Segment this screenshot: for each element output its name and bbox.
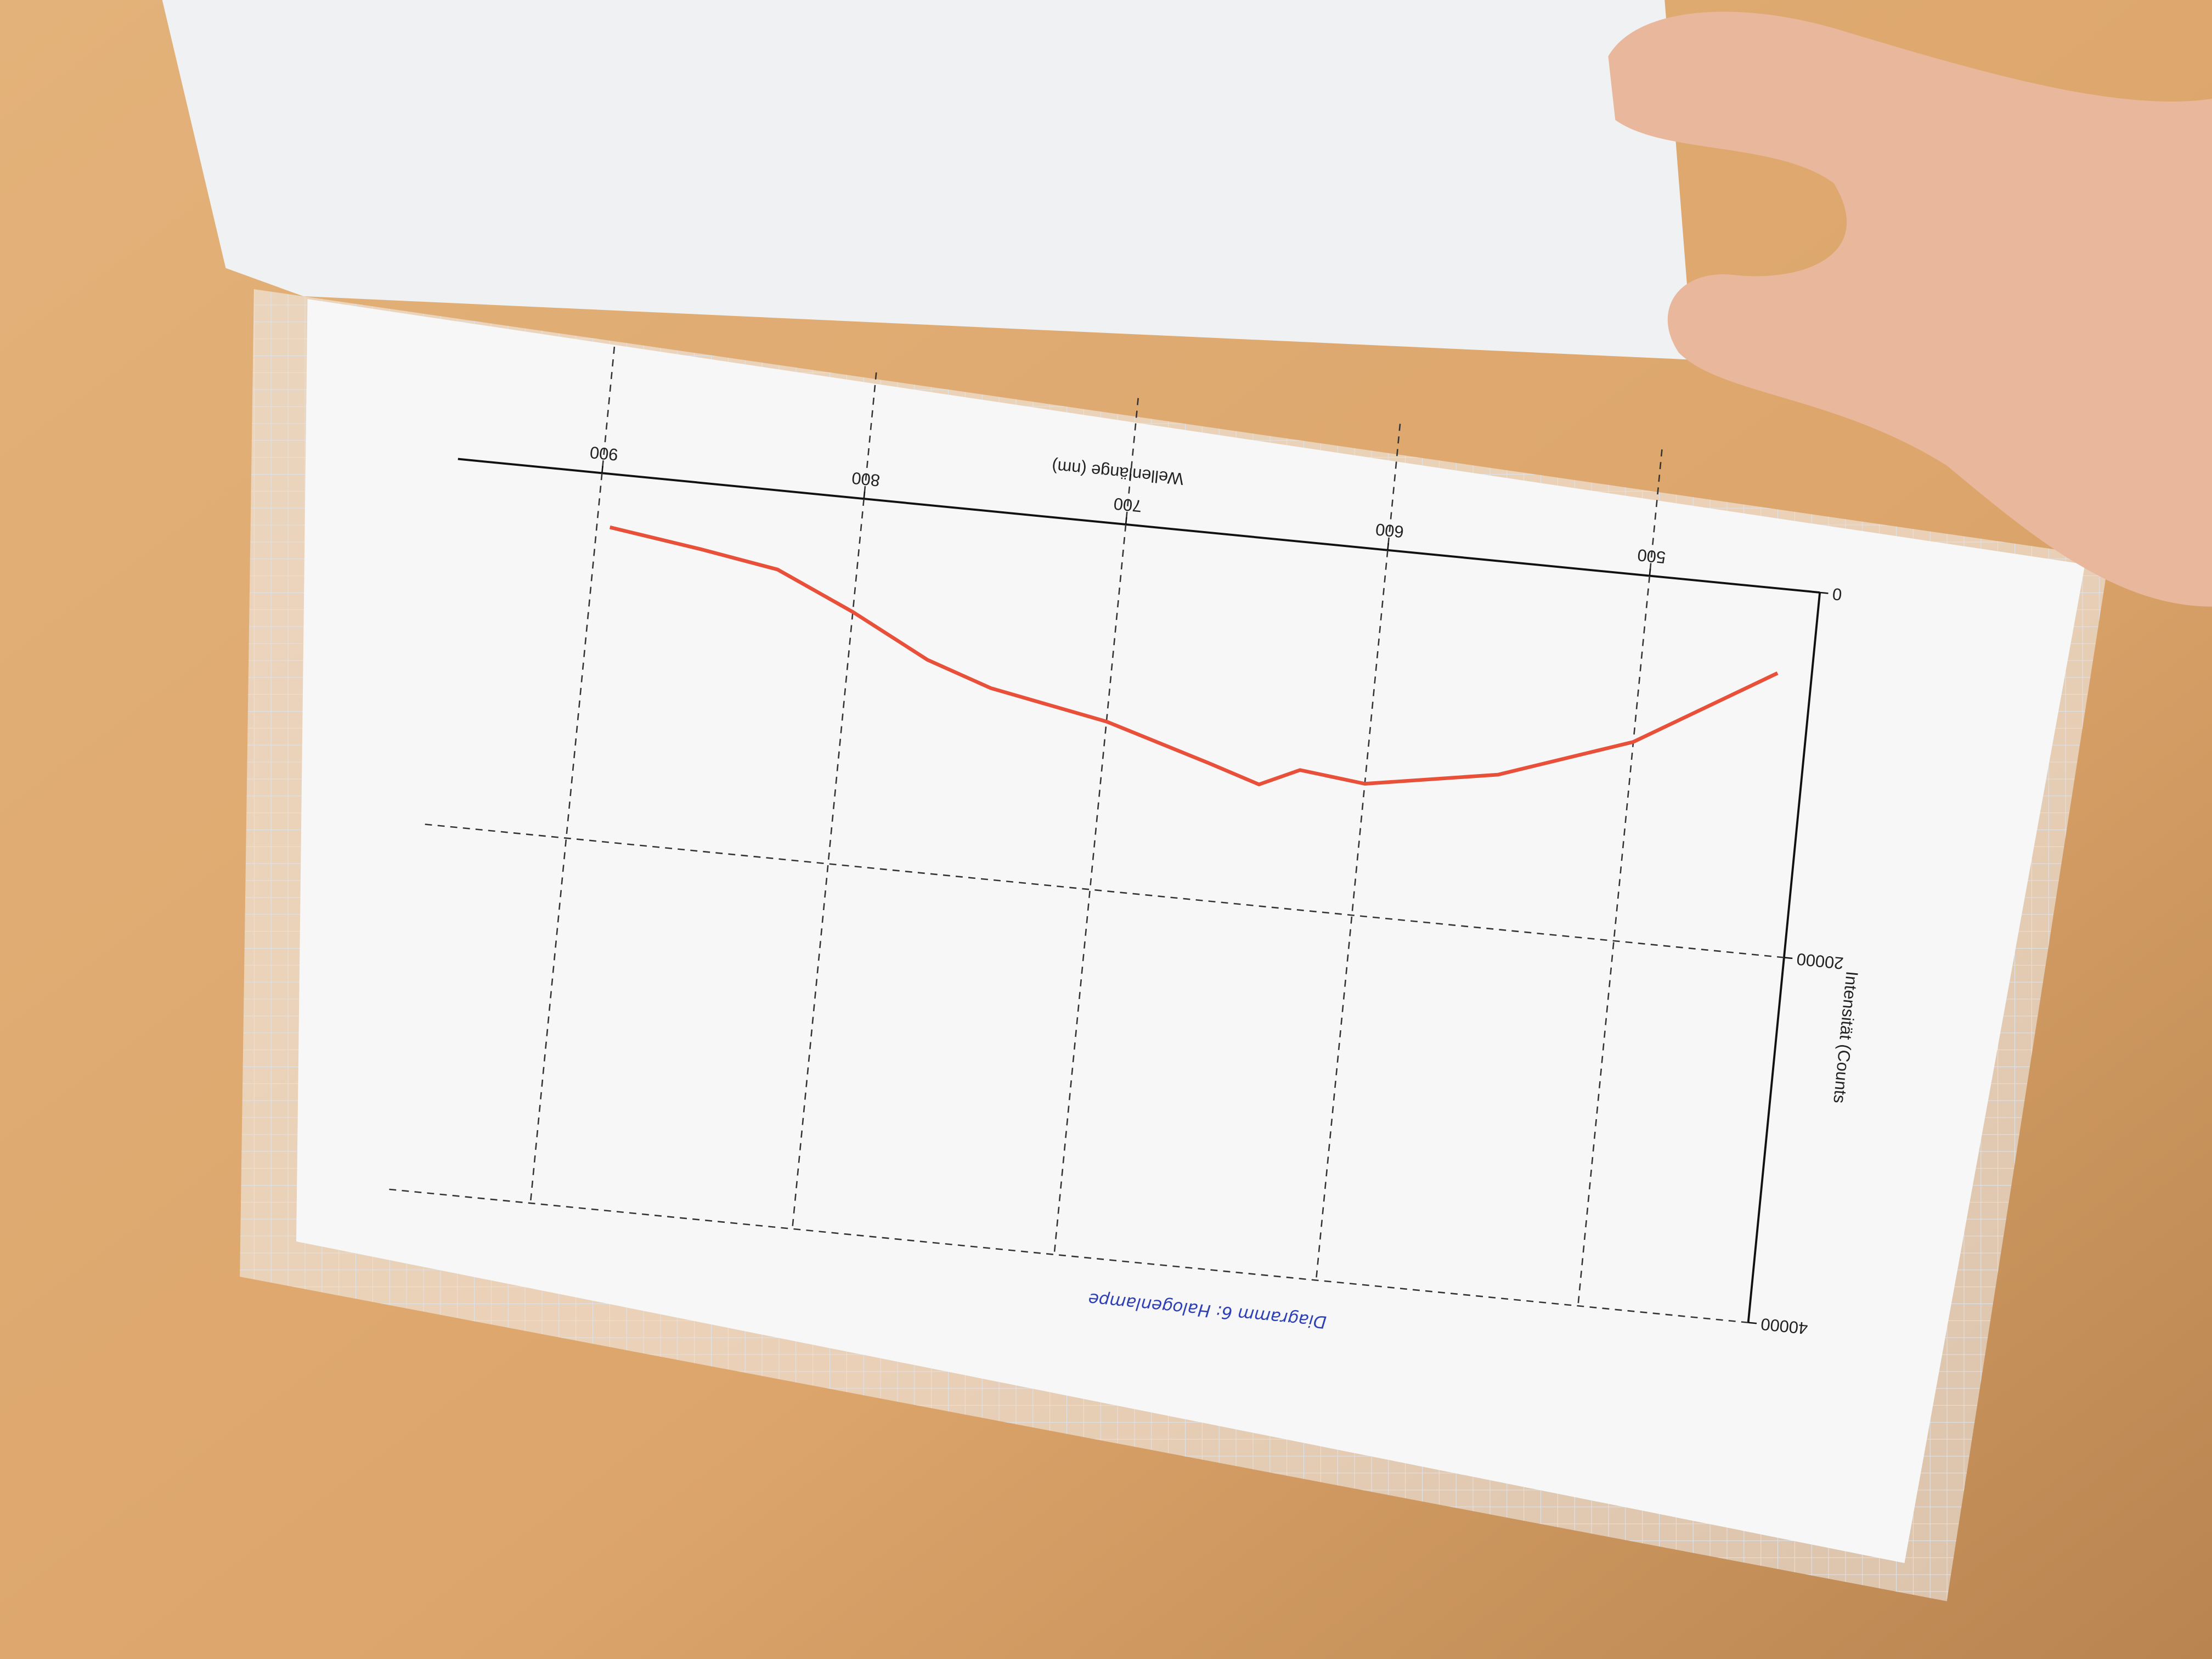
grid-line — [529, 346, 616, 1204]
y-tick-label: 20000 — [1796, 949, 1844, 973]
y-tick-label: 40000 — [1760, 1314, 1809, 1338]
tick-mark — [1820, 591, 1829, 594]
tick-mark — [1748, 1322, 1757, 1324]
x-tick-label: 700 — [1113, 494, 1143, 516]
x-axis — [458, 458, 1820, 594]
x-tick-label: 600 — [1375, 520, 1405, 541]
x-tick-label: 800 — [851, 469, 881, 490]
folded-page — [162, 0, 1693, 360]
grid-line — [791, 372, 877, 1229]
tick-mark — [1784, 957, 1793, 960]
x-tick-label: 900 — [589, 443, 619, 465]
printed-sheet — [296, 299, 2085, 1564]
tick-mark — [863, 492, 866, 499]
y-tick-label: 0 — [1831, 584, 1842, 605]
data-line — [609, 525, 1779, 787]
tick-mark — [1387, 543, 1389, 550]
grid-line — [1315, 424, 1401, 1280]
x-tick-label: 500 — [1637, 545, 1667, 567]
grid-line — [1577, 449, 1663, 1306]
grid-line — [1053, 398, 1139, 1255]
hand — [1608, 12, 2212, 607]
